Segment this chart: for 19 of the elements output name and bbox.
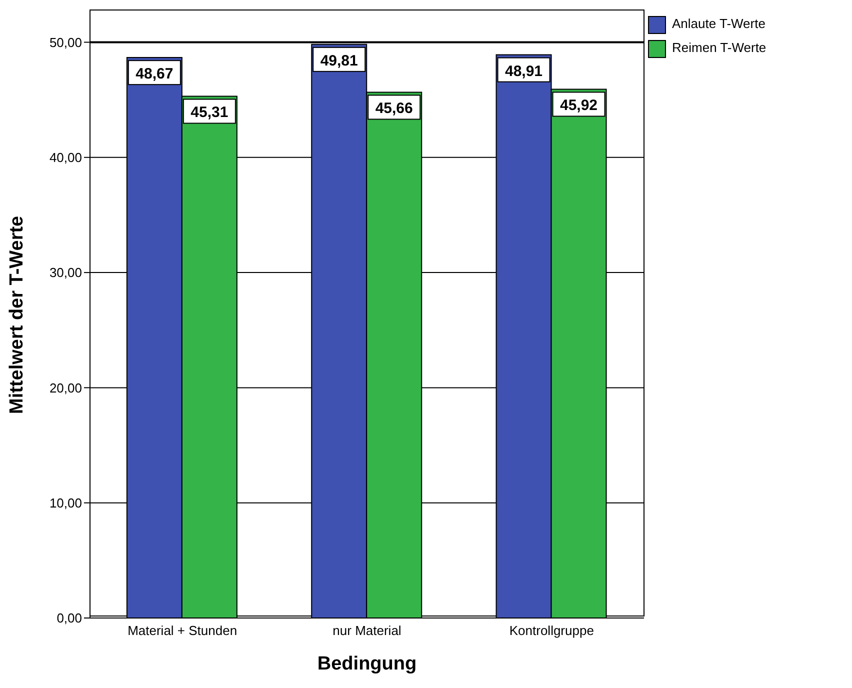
x-tick-label: nur Material — [332, 623, 402, 638]
legend-label: Reimen T-Werte — [672, 40, 766, 55]
data-label: 45,31 — [190, 104, 228, 122]
x-axis-title: Bedingung — [317, 653, 417, 674]
y-tick-label: 30,00 — [49, 265, 82, 280]
x-tick-label: Kontrollgruppe — [509, 623, 594, 638]
y-tick-label: 40,00 — [49, 150, 82, 166]
y-tick-label: 10,00 — [49, 495, 82, 510]
legend-label: Anlaute T-Werte — [672, 16, 766, 31]
y-tick-label: 50,00 — [49, 34, 82, 50]
y-axis-title: Mittelwert der T-Werte — [6, 216, 28, 414]
data-label: 48,91 — [504, 62, 543, 80]
data-label: 45,66 — [375, 100, 413, 118]
data-label: 48,67 — [136, 66, 174, 83]
y-tick-label: 0,00 — [56, 610, 82, 626]
data-label: 45,92 — [560, 97, 598, 114]
y-tick-label: 20,00 — [49, 380, 82, 396]
x-tick-label: Material + Stunden — [128, 623, 238, 638]
data-label: 49,81 — [320, 52, 358, 70]
